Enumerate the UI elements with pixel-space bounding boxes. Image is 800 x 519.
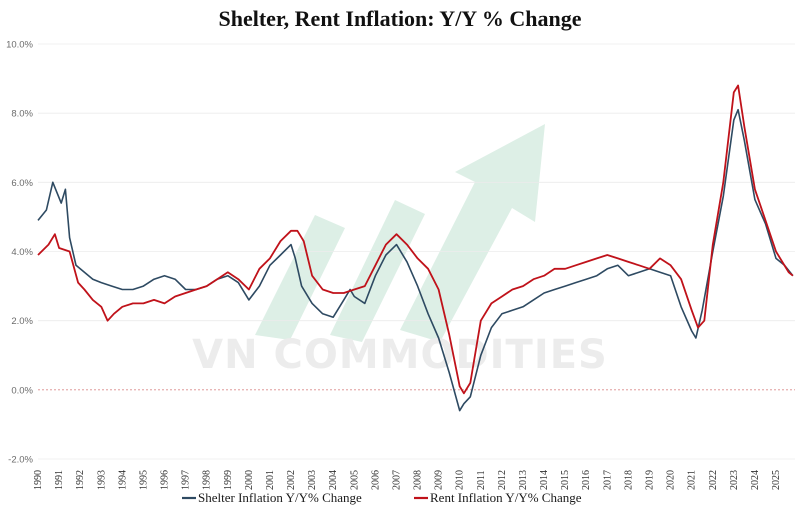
- legend-label: Shelter Inflation Y/Y% Change: [198, 490, 362, 505]
- grid: [38, 43, 795, 460]
- x-tick-label: 2016: [581, 470, 592, 490]
- x-tick-label: 2021: [687, 470, 698, 490]
- y-tick-label: -2.0%: [8, 455, 33, 466]
- x-tick-label: 2004: [328, 470, 339, 490]
- series-line-rent: [37, 84, 794, 395]
- x-tick-label: 1991: [54, 470, 65, 490]
- x-tick-label: 2019: [645, 470, 656, 490]
- x-tick-label: 2001: [265, 470, 276, 490]
- y-axis-ticks: -2.0% 0.0% 2.0% 4.0% 6.0% 8.0% 10.0%: [6, 40, 33, 466]
- x-tick-label: 2023: [729, 470, 740, 490]
- y-tick-label: 0.0%: [11, 385, 33, 396]
- x-tick-label: 2009: [434, 470, 445, 490]
- x-tick-label: 2017: [602, 470, 613, 490]
- watermark: VN COMMODITIES: [192, 124, 608, 378]
- x-tick-label: 1990: [33, 470, 44, 490]
- x-tick-label: 2018: [623, 470, 634, 490]
- x-tick-label: 2015: [560, 470, 571, 490]
- x-tick-label: 2003: [307, 470, 318, 490]
- x-tick-label: 2012: [497, 470, 508, 490]
- y-tick-label: 4.0%: [11, 247, 33, 258]
- x-tick-label: 1994: [117, 470, 128, 490]
- x-tick-label: 1993: [96, 470, 107, 490]
- x-tick-label: 2025: [771, 470, 782, 490]
- y-tick-label: 2.0%: [11, 316, 33, 327]
- x-tick-label: 2022: [708, 470, 719, 490]
- x-axis-ticks: 1990 1991 1992 1993 1994 1995 1996 1997 1998 1999…: [33, 470, 782, 490]
- x-tick-label: 2008: [413, 470, 424, 490]
- x-tick-label: 2002: [286, 470, 297, 490]
- x-tick-label: 1995: [138, 470, 149, 490]
- x-tick-label: 2005: [349, 470, 360, 490]
- watermark-text: VN COMMODITIES: [192, 332, 608, 378]
- series-line-shelter: [37, 108, 794, 412]
- series-lines: [37, 84, 794, 412]
- y-tick-label: 10.0%: [6, 40, 33, 51]
- x-tick-label: 2020: [666, 470, 677, 490]
- legend: Shelter Inflation Y/Y% Change Rent Inflat…: [182, 490, 582, 505]
- x-tick-label: 2024: [750, 470, 761, 490]
- x-tick-label: 1998: [202, 470, 213, 490]
- x-tick-label: 2014: [539, 470, 550, 490]
- legend-label: Rent Inflation Y/Y% Change: [430, 490, 582, 505]
- x-tick-label: 2006: [370, 470, 381, 490]
- watermark-arrow-icon: [255, 124, 545, 342]
- x-tick-label: 2007: [391, 470, 402, 490]
- x-tick-label: 1999: [223, 470, 234, 490]
- x-tick-label: 1996: [160, 470, 171, 490]
- y-tick-label: 6.0%: [11, 178, 33, 189]
- x-tick-label: 2010: [455, 470, 466, 490]
- chart-title: Shelter, Rent Inflation: Y/Y % Change: [218, 6, 582, 31]
- y-tick-label: 8.0%: [11, 109, 33, 120]
- x-tick-label: 1997: [181, 470, 192, 490]
- x-tick-label: 2013: [518, 470, 529, 490]
- x-tick-label: 2011: [476, 470, 487, 490]
- x-tick-label: 1992: [75, 470, 86, 490]
- x-tick-label: 2000: [244, 470, 255, 490]
